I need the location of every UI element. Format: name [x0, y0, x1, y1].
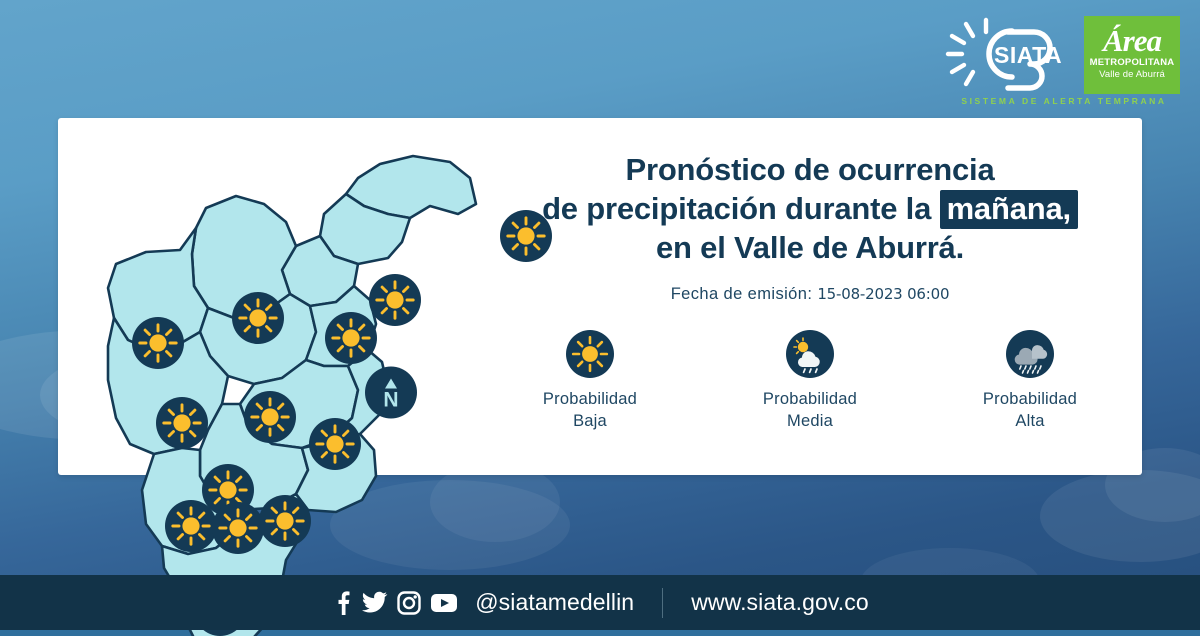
- cloud-rain-icon: [1006, 330, 1054, 379]
- forecast-panel: Pronóstico de ocurrencia de precipitació…: [500, 150, 1120, 432]
- map-marker-envigado: [259, 495, 311, 547]
- emission-label: Fecha de emisión:: [670, 285, 813, 304]
- title-line-1: Pronóstico de ocurrencia: [625, 152, 995, 187]
- area-metropolitana-logo: Área METROPOLITANA Valle de Aburrá: [1084, 16, 1180, 94]
- cloud-decoration: [330, 480, 570, 570]
- legend-item-alta: Probabilidad Alta: [960, 330, 1100, 432]
- legend-label-line1: Probabilidad: [762, 390, 858, 409]
- legend-label-line1: Probabilidad: [982, 390, 1078, 409]
- logo-bar: SIATA Área METROPOLITANA Valle de Aburrá…: [942, 12, 1182, 110]
- siata-logo: SIATA: [945, 17, 1062, 91]
- sun-cloud-rain-icon: [786, 330, 834, 379]
- legend-label-media: Probabilidad Media: [763, 389, 857, 432]
- map-marker-medellin: [309, 418, 361, 470]
- north-compass: N: [365, 366, 417, 424]
- emission-date-row: Fecha de emisión: 15-08-2023 06:00: [500, 285, 1120, 304]
- legend-label-line2: Baja: [573, 411, 607, 430]
- map-marker-copacabana: [325, 312, 377, 364]
- facebook-icon[interactable]: [331, 590, 353, 616]
- instagram-icon[interactable]: [397, 590, 421, 615]
- youtube-icon[interactable]: [430, 592, 458, 614]
- map-marker-ebejico: [156, 397, 208, 449]
- emission-value: 15-08-2023 06:00: [817, 285, 950, 304]
- area-line2: Valle de Aburrá: [1099, 69, 1165, 81]
- twitter-icon[interactable]: [362, 591, 388, 615]
- legend-label-baja: Probabilidad Baja: [543, 389, 637, 432]
- footer-bar: @siatamedellin www.siata.gov.co: [0, 575, 1200, 630]
- legend-item-baja: Probabilidad Baja: [520, 330, 660, 432]
- social-handle[interactable]: @siatamedellin: [475, 589, 635, 615]
- map-marker-bello: [244, 391, 296, 443]
- sun-icon: [566, 330, 614, 379]
- page-title: Pronóstico de ocurrencia de precipitació…: [500, 150, 1120, 267]
- social-links: [331, 590, 458, 616]
- title-line-2-text: de precipitación durante la: [542, 191, 940, 227]
- valle-de-aburra-map: N: [58, 118, 552, 636]
- legend-label-alta: Probabilidad Alta: [983, 389, 1077, 432]
- legend-label-line2: Media: [787, 411, 833, 430]
- siata-wordmark: SIATA: [994, 42, 1062, 68]
- compass-label: N: [383, 389, 398, 412]
- map-marker-barbosa: [500, 210, 552, 262]
- title-highlight-manana: mañana,: [939, 190, 1078, 230]
- title-line-3: en el Valle de Aburrá.: [655, 230, 965, 266]
- map-marker-san-pedro: [232, 292, 284, 344]
- footer-divider: [662, 587, 664, 618]
- map-marker-la-estrella: [165, 500, 217, 552]
- map-marker-san-jeronimo: [132, 317, 184, 369]
- area-line1: METROPOLITANA: [1089, 57, 1175, 69]
- legend-label-line2: Alta: [1015, 411, 1045, 430]
- map-marker-girardota: [369, 274, 421, 326]
- website-link[interactable]: www.siata.gov.co: [691, 589, 869, 615]
- cloud-decoration: [1040, 470, 1200, 562]
- title-line-2: de precipitación durante la mañana,: [500, 189, 1120, 230]
- probability-legend: Probabilidad Baja Probabilidad Media: [500, 330, 1120, 432]
- siata-tagline: SISTEMA DE ALERTA TEMPRANA: [961, 96, 1167, 106]
- area-script-text: Área: [1103, 23, 1162, 59]
- legend-item-media: Probabilidad Media: [740, 330, 880, 432]
- legend-label-line1: Probabilidad: [542, 390, 638, 409]
- cloud-decoration: [430, 462, 560, 542]
- map-marker-sabaneta: [212, 502, 264, 554]
